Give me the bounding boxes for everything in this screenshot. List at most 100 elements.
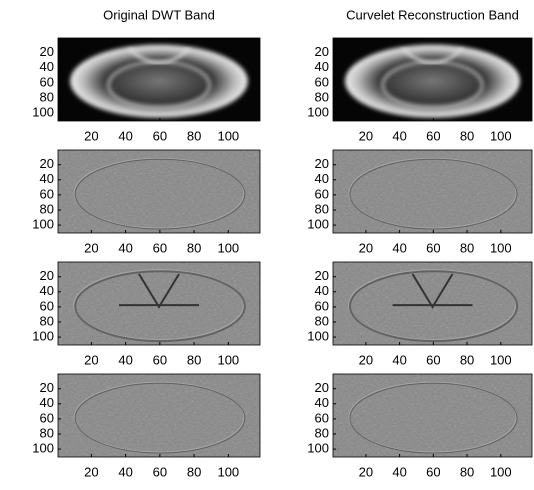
panel-title: Curvelet Reconstruction Band [346, 7, 519, 22]
image-noise [333, 262, 532, 345]
axes-box [57, 373, 261, 458]
axes-box [57, 149, 261, 234]
x-tick-label: 60 [426, 352, 440, 367]
y-tick-label: 40 [40, 283, 54, 298]
y-tick-label: 40 [315, 171, 329, 186]
y-tick-label: 100 [307, 441, 329, 456]
y-tick-label: 80 [40, 313, 54, 328]
image-panel [332, 373, 533, 458]
y-tick-label: 80 [315, 425, 329, 440]
x-tick-label: 100 [490, 240, 512, 255]
y-tick-label: 20 [315, 380, 329, 395]
image-shape [349, 382, 518, 454]
axes-box [332, 373, 533, 458]
axes-box [57, 261, 261, 346]
image-panel [57, 261, 261, 346]
y-tick-label: 20 [315, 44, 329, 59]
y-tick-label: 80 [40, 89, 54, 104]
image-shape [348, 270, 519, 343]
x-tick-label: 20 [359, 128, 373, 143]
image-noise [333, 150, 532, 233]
y-tick-label: 60 [315, 186, 329, 201]
x-tick-label: 20 [84, 352, 98, 367]
y-tick-label: 80 [315, 201, 329, 216]
image-shape [119, 273, 199, 309]
x-tick-label: 100 [490, 352, 512, 367]
image-panel [332, 149, 533, 234]
y-tick-label: 40 [315, 395, 329, 410]
x-tick-label: 40 [118, 352, 132, 367]
x-tick-label: 80 [460, 352, 474, 367]
x-tick-label: 100 [217, 240, 239, 255]
image-shape [348, 157, 517, 229]
x-tick-label: 20 [359, 352, 373, 367]
x-tick-label: 60 [153, 128, 167, 143]
y-tick-label: 20 [40, 156, 54, 171]
image-shape [348, 381, 517, 453]
x-tick-label: 40 [118, 240, 132, 255]
x-tick-label: 20 [359, 464, 373, 479]
x-tick-label: 60 [426, 464, 440, 479]
image-panel [57, 373, 261, 458]
x-tick-label: 80 [460, 128, 474, 143]
y-tick-label: 40 [40, 59, 54, 74]
x-tick-label: 80 [460, 240, 474, 255]
x-tick-label: 80 [187, 128, 201, 143]
x-tick-label: 60 [153, 352, 167, 367]
y-tick-label: 100 [32, 441, 54, 456]
axes-box [332, 261, 533, 346]
image-shape [73, 157, 245, 229]
image-panel [332, 37, 533, 122]
image-shape [70, 44, 248, 118]
x-tick-label: 40 [392, 128, 406, 143]
y-tick-label: 60 [40, 410, 54, 425]
image-noise [58, 262, 260, 345]
y-tick-label: 100 [32, 329, 54, 344]
y-tick-label: 40 [40, 395, 54, 410]
image-noise [58, 374, 260, 457]
y-tick-label: 40 [315, 283, 329, 298]
y-tick-label: 20 [40, 380, 54, 395]
image-shape [74, 382, 246, 454]
x-tick-label: 20 [84, 240, 98, 255]
panel-title: Original DWT Band [103, 7, 215, 22]
image-shape [73, 381, 245, 453]
x-tick-label: 100 [217, 128, 239, 143]
y-tick-label: 80 [315, 89, 329, 104]
axes-box [332, 149, 533, 234]
y-tick-label: 20 [40, 268, 54, 283]
x-tick-label: 40 [118, 464, 132, 479]
y-tick-label: 20 [315, 156, 329, 171]
y-tick-label: 80 [40, 201, 54, 216]
y-tick-label: 80 [315, 313, 329, 328]
x-tick-label: 100 [217, 352, 239, 367]
y-tick-label: 100 [307, 217, 329, 232]
y-tick-label: 100 [32, 105, 54, 120]
x-tick-label: 80 [187, 464, 201, 479]
y-tick-label: 60 [315, 74, 329, 89]
y-tick-label: 20 [40, 44, 54, 59]
x-tick-label: 20 [359, 240, 373, 255]
x-tick-label: 40 [118, 128, 132, 143]
y-tick-label: 100 [32, 217, 54, 232]
x-tick-label: 100 [217, 464, 239, 479]
x-tick-label: 60 [426, 240, 440, 255]
x-tick-label: 20 [84, 128, 98, 143]
y-tick-label: 60 [315, 298, 329, 313]
x-tick-label: 100 [490, 464, 512, 479]
image-shape [401, 46, 464, 65]
image-shape [392, 273, 473, 309]
y-tick-label: 60 [315, 410, 329, 425]
y-tick-label: 20 [315, 268, 329, 283]
y-tick-label: 60 [40, 74, 54, 89]
y-tick-label: 40 [40, 171, 54, 186]
y-tick-label: 60 [40, 186, 54, 201]
image-noise [333, 374, 532, 457]
image-shape [344, 44, 521, 118]
y-tick-label: 100 [307, 329, 329, 344]
x-tick-label: 60 [153, 464, 167, 479]
x-tick-label: 100 [490, 128, 512, 143]
x-tick-label: 60 [153, 240, 167, 255]
x-tick-label: 80 [460, 464, 474, 479]
